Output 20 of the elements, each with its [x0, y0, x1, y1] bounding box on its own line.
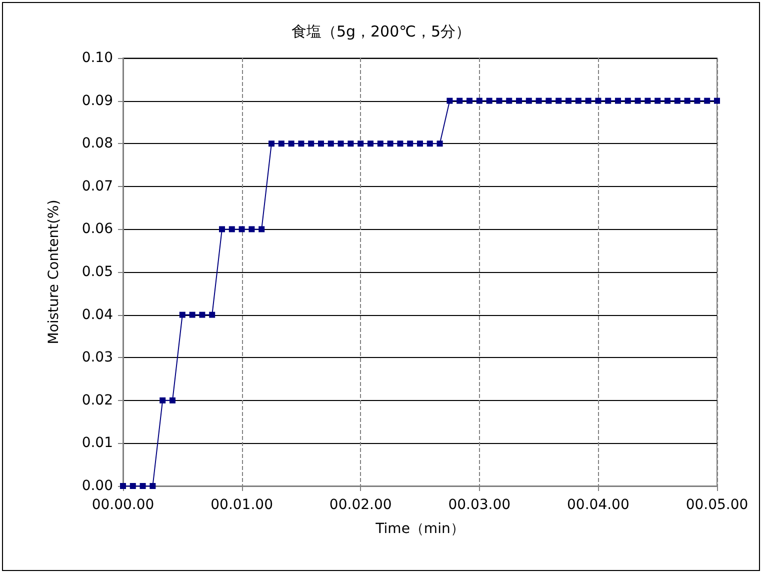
y-tick-label: 0.00: [82, 478, 113, 494]
y-tick-label: 0.06: [82, 221, 114, 238]
chart-title: 食塩（5g，200℃，5分）: [291, 22, 471, 40]
y-axis-title: Moisture Content(%): [46, 200, 62, 344]
x-tick-label: 00.02.00: [329, 497, 392, 513]
x-tick-label: 00.00.00: [92, 497, 154, 513]
x-axis-title: Time（min）: [374, 521, 464, 537]
y-tick-label: 0.08: [82, 136, 113, 152]
y-tick-label: 0.10: [82, 50, 113, 66]
y-tick-label: 0.03: [82, 350, 113, 366]
y-tick-label: 0.07: [82, 178, 113, 194]
x-tick-label: 00.05.00: [686, 497, 748, 513]
y-tick-label: 0.02: [82, 392, 113, 408]
x-tick-label: 00.03.00: [448, 497, 511, 513]
x-tick-label: 00.04.00: [567, 497, 630, 513]
y-tick-label: 0.05: [82, 264, 113, 280]
y-tick-label: 0.09: [82, 92, 113, 109]
y-tick-label: 0.04: [82, 306, 114, 323]
x-tick-label: 00.01.00: [210, 497, 273, 513]
y-tick-label: 0.01: [82, 435, 113, 452]
